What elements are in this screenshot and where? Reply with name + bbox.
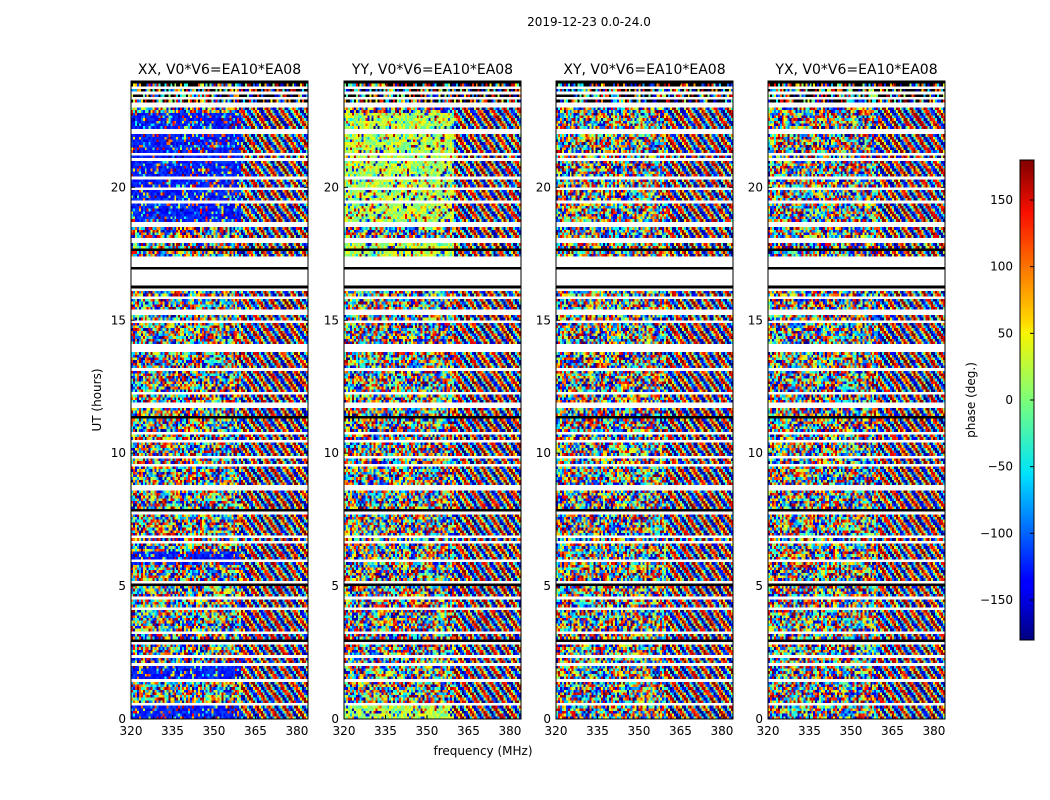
x-tick-label: 320: [333, 724, 356, 738]
x-tick-label: 365: [669, 724, 692, 738]
x-tick-label: 350: [203, 724, 226, 738]
y-tick-label: 0: [118, 712, 126, 726]
x-tick-label: 365: [244, 724, 267, 738]
x-tick-label: 335: [161, 724, 184, 738]
y-tick-label: 0: [543, 712, 551, 726]
plot-frame: [130, 80, 309, 720]
colorbar-label: phase (deg.): [964, 362, 978, 438]
x-tick-label: 365: [457, 724, 480, 738]
x-tick-label: 350: [628, 724, 651, 738]
y-tick-label: 5: [118, 579, 126, 593]
plot-frame: [767, 80, 946, 720]
phase-heatmap: [344, 81, 521, 719]
y-tick-label: 20: [748, 180, 763, 194]
panel-yx: YX, V0*V6=EA10*EA08 320 335 350 365 380 0 5 10 15…: [748, 62, 946, 738]
x-tick-label: 335: [586, 724, 609, 738]
y-tick-label: 5: [331, 579, 339, 593]
y-tick-label: 10: [536, 446, 551, 460]
x-axis-label: frequency (MHz): [433, 744, 532, 758]
panel-xx: XX, V0*V6=EA10*EA08 320 335 350 365 380 0 5 10 15…: [111, 62, 309, 738]
y-tick-label: 10: [748, 446, 763, 460]
x-tick-label: 380: [710, 724, 733, 738]
y-tick-label: 20: [111, 180, 126, 194]
y-tick-label: 10: [111, 446, 126, 460]
panels: XX, V0*V6=EA10*EA08 320 335 350 365 380 0 5 10 15…: [111, 62, 946, 738]
y-tick-label: 20: [324, 180, 339, 194]
panel-title: YY, V0*V6=EA10*EA08: [351, 62, 513, 78]
colorbar-tick-label: 150: [990, 193, 1013, 207]
panel-title: YX, V0*V6=EA10*EA08: [774, 62, 937, 78]
y-tick-label: 15: [324, 313, 339, 327]
colorbar-tick-label: −50: [988, 460, 1013, 474]
phase-heatmap: [131, 81, 308, 719]
x-tick-label: 320: [545, 724, 568, 738]
plot-frame: [555, 80, 734, 720]
figure-title: 2019-12-23 0.0-24.0: [527, 15, 651, 29]
x-tick-label: 335: [798, 724, 821, 738]
x-tick-label: 335: [374, 724, 397, 738]
y-tick-label: 0: [755, 712, 763, 726]
panel-xy: XY, V0*V6=EA10*EA08 320 335 350 365 380 0 5 10 15…: [536, 62, 734, 738]
y-tick-label: 20: [536, 180, 551, 194]
colorbar: 150 100 50 0 −50 −100 −150 phase (deg.): [964, 159, 1035, 641]
colorbar-ticks: 150 100 50 0 −50 −100 −150: [980, 193, 1034, 607]
x-tick-label: 365: [881, 724, 904, 738]
y-tick-label: 10: [324, 446, 339, 460]
x-tick-label: 380: [498, 724, 521, 738]
panel-title: XX, V0*V6=EA10*EA08: [138, 62, 301, 78]
y-tick-label: 15: [748, 313, 763, 327]
phase-heatmap: [768, 81, 945, 719]
x-tick-label: 320: [120, 724, 143, 738]
x-tick-label: 320: [757, 724, 780, 738]
phase-heatmap: [556, 81, 733, 719]
y-tick-label: 15: [111, 313, 126, 327]
colorbar-tick-label: 0: [1005, 393, 1013, 407]
colorbar-tick-label: 100: [990, 260, 1013, 274]
x-tick-label: 350: [840, 724, 863, 738]
x-tick-label: 380: [285, 724, 308, 738]
panel-yy: YY, V0*V6=EA10*EA08 320 335 350 365 380 0 5 10 15…: [324, 62, 522, 738]
y-tick-label: 5: [755, 579, 763, 593]
y-axis-label: UT (hours): [90, 368, 104, 431]
colorbar-tick-label: −150: [980, 593, 1013, 607]
y-tick-label: 15: [536, 313, 551, 327]
x-tick-label: 380: [922, 724, 945, 738]
y-tick-label: 5: [543, 579, 551, 593]
y-tick-label: 0: [331, 712, 339, 726]
colorbar-tick-label: −100: [980, 526, 1013, 540]
x-tick-label: 350: [416, 724, 439, 738]
plot-frame: [343, 80, 522, 720]
colorbar-tick-label: 50: [998, 326, 1013, 340]
panel-title: XY, V0*V6=EA10*EA08: [563, 62, 725, 78]
